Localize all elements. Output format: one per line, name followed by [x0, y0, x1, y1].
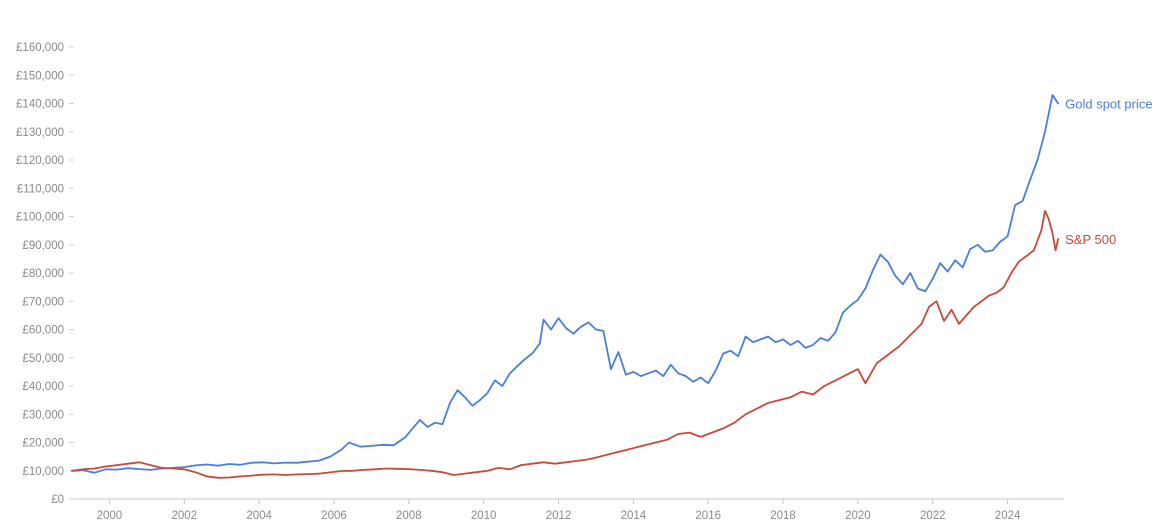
y-tick-label: £10,000: [22, 466, 64, 478]
x-tick-label: 2016: [695, 510, 721, 522]
x-tick-label: 2012: [546, 510, 572, 522]
x-tick-label: 2022: [920, 510, 946, 522]
x-tick-label: 2020: [845, 510, 871, 522]
y-tick-label: £40,000: [22, 381, 64, 393]
y-axis-ticks: £0 £10,000 £20,000 £30,000 £40,000 £50,000 £60…: [16, 42, 74, 506]
y-tick-label: £140,000: [16, 99, 64, 111]
y-tick-label: £20,000: [22, 438, 64, 450]
y-tick-label: £160,000: [16, 42, 64, 54]
y-tick-label: £150,000: [16, 70, 64, 82]
x-tick-label: 2008: [396, 510, 422, 522]
y-tick-label: £70,000: [22, 296, 64, 308]
y-tick-label: £50,000: [22, 353, 64, 365]
series-lines: [71, 94, 1059, 479]
y-tick-label: £90,000: [22, 240, 64, 252]
y-tick-label: £30,000: [22, 409, 64, 421]
y-tick-label: £130,000: [16, 127, 64, 139]
x-tick-label: 2014: [621, 510, 647, 522]
x-tick-label: 2004: [246, 510, 272, 522]
series-label-s-p-500: S&P 500: [1065, 232, 1116, 247]
x-tick-label: 2010: [471, 510, 497, 522]
x-tick-label: 2000: [97, 510, 123, 522]
y-tick-label: £100,000: [16, 212, 64, 224]
y-tick-label: £80,000: [22, 268, 64, 280]
y-tick-label: £60,000: [22, 325, 64, 337]
x-axis-ticks: 2000 2002 2004 2006 2008 2010 2012 2014 2016 2018…: [97, 499, 1021, 522]
x-tick-label: 2006: [321, 510, 347, 522]
x-tick-label: 2002: [171, 510, 197, 522]
y-tick-label: £110,000: [17, 183, 64, 195]
x-tick-label: 2018: [770, 510, 796, 522]
series-labels: Gold spot price S&P 500: [1065, 97, 1152, 248]
series-label-gold-spot-price: Gold spot price: [1065, 97, 1152, 112]
series-line-s-p-500: [71, 210, 1059, 479]
series-line-gold-spot-price: [71, 94, 1059, 474]
x-tick-label: 2024: [995, 510, 1021, 522]
y-tick-label: £0: [51, 494, 64, 506]
y-tick-label: £120,000: [16, 155, 64, 167]
